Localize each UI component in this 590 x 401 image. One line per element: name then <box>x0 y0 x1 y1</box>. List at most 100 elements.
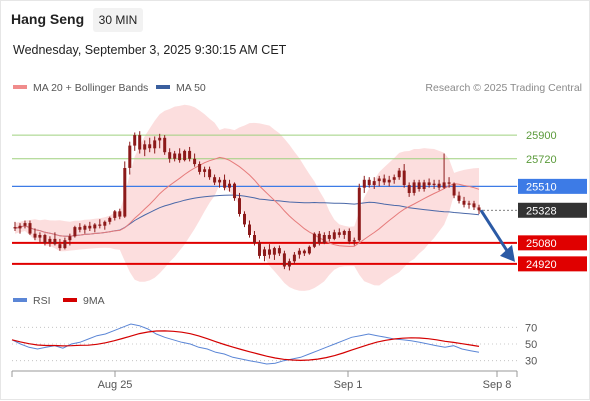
candle-body <box>63 240 67 249</box>
candle-body <box>467 203 471 205</box>
candle-body <box>362 179 366 188</box>
candle <box>377 175 381 187</box>
candle-body <box>158 137 162 141</box>
candle <box>33 228 37 241</box>
candle-body <box>203 169 207 172</box>
candle <box>457 191 461 204</box>
candle-body <box>128 145 132 168</box>
candle <box>327 231 331 242</box>
candle <box>78 223 82 233</box>
candle <box>228 179 231 192</box>
candle-body <box>193 158 197 165</box>
candle-body <box>332 232 336 239</box>
candle <box>148 137 152 153</box>
x-tick-label: Sep 8 <box>483 379 512 391</box>
candle-body <box>287 261 291 267</box>
candle <box>472 200 476 211</box>
candle-body <box>407 185 411 193</box>
ma20-legend-swatch <box>13 85 27 89</box>
candle-body <box>148 144 152 149</box>
candle <box>123 161 127 218</box>
candle-body <box>437 183 441 188</box>
candle <box>118 208 122 220</box>
candle <box>452 182 456 199</box>
candle <box>317 231 321 246</box>
timeframe-label: 30 MIN <box>99 13 138 27</box>
candle-body <box>377 178 381 182</box>
candle <box>188 146 192 162</box>
candle <box>427 178 431 188</box>
x-tick-label: Aug 25 <box>98 379 133 391</box>
level-label-25510: 25510 <box>526 181 557 193</box>
candle-body <box>317 233 321 243</box>
candle-body <box>417 182 421 189</box>
candle-body <box>123 168 127 217</box>
candle-body <box>342 231 346 235</box>
candle-body <box>447 182 451 184</box>
candle <box>158 133 162 149</box>
candle-body <box>347 231 351 242</box>
candle <box>133 132 137 151</box>
candle-body <box>133 135 137 146</box>
level-label-24920: 24920 <box>526 259 557 271</box>
candle-body <box>477 207 481 211</box>
candle <box>417 179 421 192</box>
level-label-25328: 25328 <box>526 205 557 217</box>
rsi-line <box>11 323 480 365</box>
candle <box>292 252 296 264</box>
candle <box>258 240 261 259</box>
candle-body <box>93 224 97 229</box>
candle <box>93 223 97 233</box>
candle <box>407 182 411 197</box>
candle-body <box>268 249 271 255</box>
candle-body <box>367 179 371 186</box>
candle-body <box>312 233 316 247</box>
candle <box>63 237 67 250</box>
candle <box>203 166 207 178</box>
candle <box>108 216 112 225</box>
candle <box>48 236 52 247</box>
candle <box>367 177 371 188</box>
candle-body <box>357 187 361 241</box>
level-badge-24920 <box>518 256 587 272</box>
candle-body <box>277 248 281 254</box>
candle <box>268 244 271 259</box>
price-level-labels: 25900 25720 25510 25328 25080 24920 <box>518 130 587 272</box>
candle-body <box>327 235 331 239</box>
candle <box>53 232 57 246</box>
candle <box>253 231 256 246</box>
candle <box>88 221 92 232</box>
candle-body <box>118 211 122 217</box>
candle-body <box>73 227 77 237</box>
candle-body <box>113 211 117 218</box>
candle-body <box>337 232 341 235</box>
candle <box>18 223 22 234</box>
candle <box>208 166 212 180</box>
candle <box>297 248 301 259</box>
candle <box>432 179 436 189</box>
ma20-legend-label: MA 20 + Bollinger Bands <box>33 82 148 94</box>
candle <box>412 179 416 196</box>
candle-body <box>382 178 386 183</box>
candle-body <box>108 217 112 222</box>
candle-body <box>372 181 376 185</box>
candle-body <box>412 182 416 193</box>
candle-body <box>322 235 326 243</box>
candle <box>352 237 356 246</box>
candle <box>98 219 102 229</box>
candle-body <box>297 250 301 255</box>
rsi-ma-legend-label: 9MA <box>83 295 105 307</box>
timeframe-badge[interactable] <box>93 8 143 32</box>
candle <box>467 200 471 209</box>
candle-body <box>88 225 92 229</box>
candle-body <box>188 150 192 159</box>
candle-body <box>83 225 87 230</box>
candle-body <box>163 137 167 153</box>
forecast-arrow <box>479 209 515 262</box>
candle <box>422 179 426 192</box>
level-badge-25510 <box>518 178 587 194</box>
candle-body <box>238 198 241 214</box>
candle <box>163 135 167 155</box>
